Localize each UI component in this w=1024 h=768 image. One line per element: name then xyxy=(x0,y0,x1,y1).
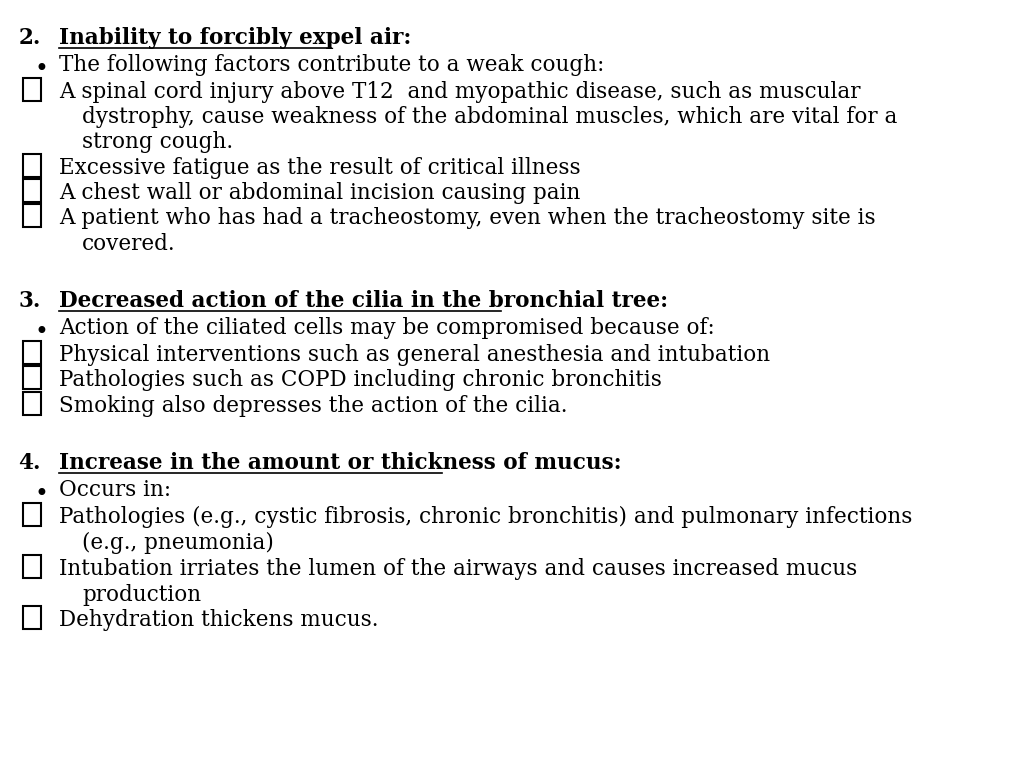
Text: Decreased action of the cilia in the bronchial tree:: Decreased action of the cilia in the bro… xyxy=(59,290,669,313)
Text: Action of the ciliated cells may be compromised because of:: Action of the ciliated cells may be comp… xyxy=(59,317,715,339)
Bar xyxy=(23,555,41,578)
Text: Intubation irriates the lumen of the airways and causes increased mucus: Intubation irriates the lumen of the air… xyxy=(59,558,858,581)
Bar xyxy=(23,78,41,101)
Text: 3.: 3. xyxy=(18,290,41,313)
Bar xyxy=(23,366,41,389)
Text: Pathologies such as COPD including chronic bronchitis: Pathologies such as COPD including chron… xyxy=(59,369,663,392)
Text: •: • xyxy=(35,321,49,344)
Text: Occurs in:: Occurs in: xyxy=(59,479,171,502)
Text: Pathologies (e.g., cystic fibrosis, chronic bronchitis) and pulmonary infections: Pathologies (e.g., cystic fibrosis, chro… xyxy=(59,506,912,528)
Text: •: • xyxy=(35,58,49,81)
Text: (e.g., pneumonia): (e.g., pneumonia) xyxy=(82,531,273,554)
Bar xyxy=(23,154,41,177)
Text: Excessive fatigue as the result of critical illness: Excessive fatigue as the result of criti… xyxy=(59,157,581,179)
Bar xyxy=(23,606,41,629)
Text: Physical interventions such as general anesthesia and intubation: Physical interventions such as general a… xyxy=(59,344,770,366)
Text: Smoking also depresses the action of the cilia.: Smoking also depresses the action of the… xyxy=(59,395,568,417)
Text: Increase in the amount or thickness of mucus:: Increase in the amount or thickness of m… xyxy=(59,452,622,475)
Bar xyxy=(23,341,41,364)
Bar xyxy=(23,204,41,227)
Bar xyxy=(23,179,41,202)
Text: The following factors contribute to a weak cough:: The following factors contribute to a we… xyxy=(59,54,605,76)
Text: •: • xyxy=(35,483,49,506)
Text: strong cough.: strong cough. xyxy=(82,131,233,154)
Text: A spinal cord injury above T12  and myopathic disease, such as muscular: A spinal cord injury above T12 and myopa… xyxy=(59,81,861,103)
Text: 2.: 2. xyxy=(18,27,41,49)
Text: Dehydration thickens mucus.: Dehydration thickens mucus. xyxy=(59,609,379,631)
Text: A patient who has had a tracheostomy, even when the tracheostomy site is: A patient who has had a tracheostomy, ev… xyxy=(59,207,876,230)
Text: A chest wall or abdominal incision causing pain: A chest wall or abdominal incision causi… xyxy=(59,182,581,204)
Text: production: production xyxy=(82,584,201,606)
Text: Inability to forcibly expel air:: Inability to forcibly expel air: xyxy=(59,27,412,49)
Bar xyxy=(23,392,41,415)
Text: dystrophy, cause weakness of the abdominal muscles, which are vital for a: dystrophy, cause weakness of the abdomin… xyxy=(82,106,897,128)
Text: covered.: covered. xyxy=(82,233,175,255)
Text: 4.: 4. xyxy=(18,452,41,475)
Bar xyxy=(23,503,41,526)
